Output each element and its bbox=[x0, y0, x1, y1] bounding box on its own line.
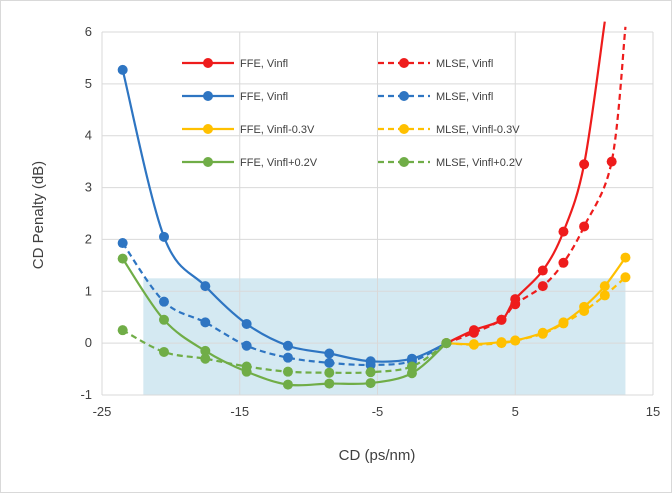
series-point-1-7 bbox=[606, 156, 617, 167]
series-point-3-3 bbox=[241, 340, 252, 351]
series-line-3 bbox=[121, 242, 447, 367]
series-point-1-5 bbox=[558, 257, 569, 268]
series-point-2-4 bbox=[282, 340, 293, 351]
series-point-5-3 bbox=[510, 335, 521, 346]
legend-label: MLSE, Vinfl+0.2V bbox=[436, 157, 523, 169]
legend-label: MLSE, Vinfl bbox=[436, 58, 493, 70]
series-point-6-6 bbox=[365, 378, 376, 389]
x-tick-label: -5 bbox=[372, 404, 384, 419]
y-tick-label: 0 bbox=[85, 335, 92, 350]
series-point-1-6 bbox=[579, 221, 590, 232]
legend-swatch-marker bbox=[203, 58, 213, 68]
series-point-4-7 bbox=[599, 281, 610, 292]
series-point-3-5 bbox=[324, 357, 335, 368]
series-point-3-4 bbox=[282, 352, 293, 363]
x-tick-label: -15 bbox=[230, 404, 249, 419]
series-point-7-3 bbox=[241, 361, 252, 372]
series-point-7-8 bbox=[441, 338, 452, 349]
series-point-0-5 bbox=[558, 226, 569, 237]
series-point-7-1 bbox=[158, 346, 169, 357]
x-tick-label: 5 bbox=[512, 404, 519, 419]
legend-swatch-marker bbox=[203, 124, 213, 134]
series-point-3-0 bbox=[117, 238, 128, 249]
series-point-2-0 bbox=[117, 64, 128, 75]
series-point-5-2 bbox=[496, 338, 507, 349]
y-tick-label: 1 bbox=[85, 283, 92, 298]
series-point-3-2 bbox=[200, 317, 211, 328]
series-point-2-1 bbox=[158, 231, 169, 242]
y-tick-label: 4 bbox=[85, 128, 92, 143]
series-point-0-4 bbox=[537, 265, 548, 276]
series-point-3-6 bbox=[365, 359, 376, 370]
series-point-7-0 bbox=[117, 325, 128, 336]
series-point-5-4 bbox=[537, 328, 548, 339]
y-tick-label: -1 bbox=[80, 387, 92, 402]
series-point-6-2 bbox=[200, 345, 211, 356]
series-point-0-6 bbox=[579, 159, 590, 170]
legend-label: FFE, Vinfl bbox=[240, 91, 288, 103]
series-point-1-2 bbox=[496, 314, 507, 325]
tick-labels: -25 -15 -5 5 15 -1 0 1 2 3 4 5 6 bbox=[80, 24, 660, 419]
y-tick-label: 3 bbox=[85, 180, 92, 195]
legend-swatch-marker bbox=[399, 157, 409, 167]
series-point-6-5 bbox=[324, 378, 335, 389]
series-point-1-1 bbox=[468, 327, 479, 338]
series-point-7-4 bbox=[282, 366, 293, 377]
legend-swatch-marker bbox=[399, 91, 409, 101]
series-point-5-5 bbox=[558, 318, 569, 329]
series-point-2-2 bbox=[200, 281, 211, 292]
series-point-1-4 bbox=[537, 281, 548, 292]
legend-swatch-marker bbox=[203, 157, 213, 167]
series-point-7-2 bbox=[200, 353, 211, 364]
series-line-0 bbox=[445, 21, 606, 345]
legend-label: FFE, Vinfl+0.2V bbox=[240, 157, 318, 169]
series-markers bbox=[117, 64, 631, 390]
series-line-1 bbox=[445, 26, 627, 345]
x-tick-label: 15 bbox=[646, 404, 660, 419]
legend-label: MLSE, Vinfl-0.3V bbox=[436, 124, 520, 136]
series-point-5-8 bbox=[620, 272, 631, 283]
x-tick-label: -25 bbox=[93, 404, 112, 419]
legend-swatch-marker bbox=[203, 91, 213, 101]
legend-label: MLSE, Vinfl bbox=[436, 91, 493, 103]
y-tick-label: 6 bbox=[85, 24, 92, 39]
series-point-2-3 bbox=[241, 318, 252, 329]
series-point-6-0 bbox=[117, 253, 128, 264]
series-point-7-6 bbox=[365, 367, 376, 378]
legend: FFE, Vinfl MLSE, Vinfl FFE, Vinfl MLSE, Vin… bbox=[182, 58, 523, 169]
series-point-5-6 bbox=[579, 305, 590, 316]
y-tick-label: 2 bbox=[85, 231, 92, 246]
series-point-7-7 bbox=[406, 361, 417, 372]
series-point-5-1 bbox=[468, 339, 479, 350]
legend-label: FFE, Vinfl bbox=[240, 58, 288, 70]
series-point-1-3 bbox=[510, 299, 521, 310]
legend-label: FFE, Vinfl-0.3V bbox=[240, 124, 315, 136]
series-point-5-7 bbox=[599, 290, 610, 301]
series-line-5 bbox=[446, 276, 627, 346]
series-point-3-1 bbox=[158, 296, 169, 307]
y-axis-title: CD Penalty (dB) bbox=[30, 161, 47, 269]
series-point-6-1 bbox=[158, 314, 169, 325]
legend-swatch-marker bbox=[399, 58, 409, 68]
series-point-6-4 bbox=[282, 379, 293, 390]
y-tick-label: 5 bbox=[85, 76, 92, 91]
series-point-2-5 bbox=[324, 348, 335, 359]
x-axis-title: CD (ps/nm) bbox=[339, 447, 416, 464]
series-point-7-5 bbox=[324, 367, 335, 378]
series-point-4-8 bbox=[620, 252, 631, 263]
legend-swatch-marker bbox=[399, 124, 409, 134]
